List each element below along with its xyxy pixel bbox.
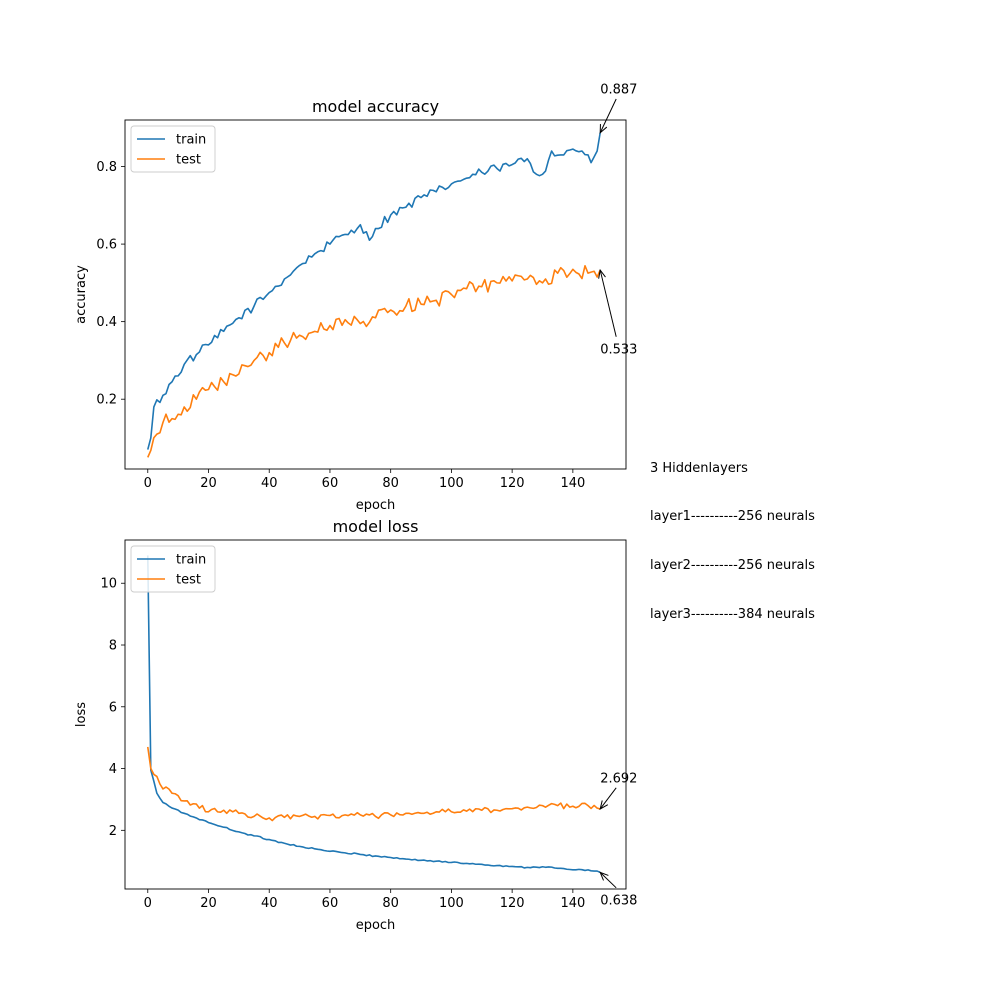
x-tick-label: 0 (144, 476, 152, 491)
legend-label-train: train (176, 133, 206, 148)
annotation-arrow (599, 872, 617, 889)
x-axis-label: epoch (356, 918, 396, 933)
annotation-arrow (599, 787, 617, 810)
y-tick-label: 6 (109, 700, 117, 715)
series-line-test (147, 265, 601, 458)
note-line: layer2----------256 neurals (650, 558, 815, 574)
annotation-arrowhead (598, 268, 606, 279)
annotation-arrow (599, 269, 617, 337)
series-line-train (146, 132, 601, 450)
y-axis-label: loss (74, 702, 89, 727)
note-line: 3 Hiddenlayers (650, 460, 748, 476)
legend-label-train: train (176, 553, 206, 568)
annotation-arrow (599, 98, 617, 134)
x-tick-label: 80 (382, 476, 399, 491)
x-tick-label: 140 (560, 476, 585, 491)
legend-label-test: test (176, 573, 201, 588)
annotation-label: 0.887 (600, 82, 637, 97)
series-line-train (146, 555, 601, 874)
x-tick-label: 120 (500, 476, 525, 491)
annotation-label: 0.638 (600, 893, 637, 908)
x-axis-label: epoch (356, 498, 396, 513)
x-tick-label: 40 (261, 476, 278, 491)
accuracy-chart: model accuracy 0 20 40 60 80 100 120 140 0.2 0.4 0.… (74, 82, 637, 513)
y-tick-label: 4 (109, 762, 117, 777)
annotation-arrowhead (599, 800, 609, 810)
y-tick-label: 2 (109, 824, 117, 839)
chart-title: model accuracy (312, 97, 439, 116)
legend-label-test: test (176, 153, 201, 168)
series-line-test (146, 746, 601, 822)
x-tick-label: 60 (322, 896, 339, 911)
x-tick-label: 20 (200, 896, 217, 911)
x-tick-label: 0 (144, 896, 152, 911)
annotation-arrowhead (599, 871, 609, 881)
legend-box (130, 125, 216, 173)
y-tick-label: 8 (109, 639, 117, 654)
y-tick-label: 0.6 (96, 238, 117, 253)
y-tick-label: 10 (100, 577, 117, 592)
x-tick-label: 40 (261, 896, 278, 911)
legend: train test (130, 545, 216, 593)
y-tick-label: 0.4 (96, 315, 117, 330)
y-axis-label: accuracy (74, 265, 89, 324)
x-tick-label: 140 (560, 896, 585, 911)
legend-box (130, 545, 216, 593)
y-tick-label: 0.2 (96, 393, 117, 408)
axes-frame (124, 119, 627, 470)
x-tick-label: 100 (439, 896, 464, 911)
annotation-label: 0.533 (600, 342, 637, 357)
y-tick-label: 0.8 (96, 160, 117, 175)
note-line: layer3----------384 neurals (650, 607, 815, 623)
x-tick-label: 80 (382, 896, 399, 911)
annotation-arrowhead (599, 124, 608, 134)
note-line: layer1----------256 neurals (650, 509, 815, 525)
legend: train test (130, 125, 216, 173)
x-tick-label: 20 (200, 476, 217, 491)
x-tick-label: 120 (500, 896, 525, 911)
annotation-label: 2.692 (600, 771, 637, 786)
loss-chart: model loss 0 20 40 60 80 100 120 140 2 4 6 8 10 epoch l… (74, 517, 637, 933)
x-tick-label: 60 (322, 476, 339, 491)
x-tick-label: 100 (439, 476, 464, 491)
hidden-layers-note: 3 Hiddenlayers layer1----------256 neura… (650, 428, 815, 640)
chart-title: model loss (333, 517, 419, 536)
axes-frame (124, 539, 627, 890)
